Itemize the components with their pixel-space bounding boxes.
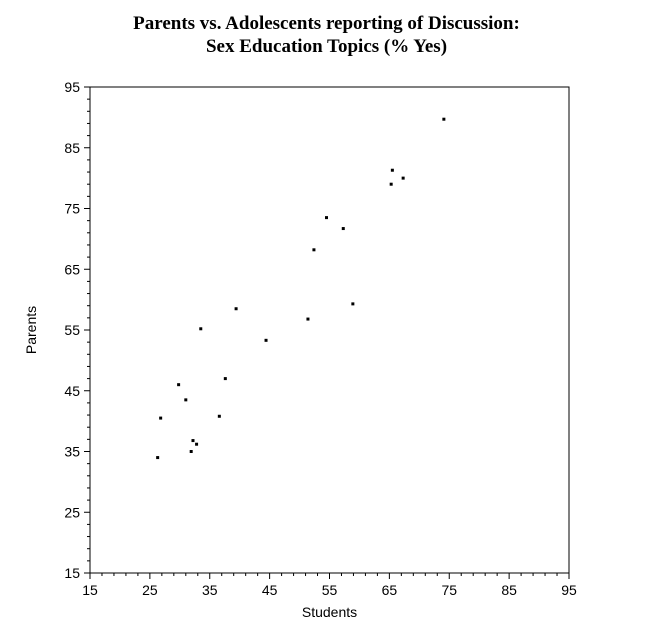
chart-title-line-2: Sex Education Topics (% Yes) [205,36,448,57]
data-point [199,327,203,331]
data-point [223,377,227,381]
data-point [156,456,160,460]
y-tick-label: 25 [64,504,80,520]
data-point [195,442,199,446]
data-point [177,383,181,387]
y-tick-label: 85 [64,140,80,156]
data-point [184,398,188,402]
data-point [159,416,163,420]
x-tick-label: 55 [322,582,338,598]
data-point [234,307,238,311]
y-tick-label: 15 [64,565,80,581]
x-tick-label: 65 [382,582,398,598]
x-tick-label: 45 [262,582,278,598]
y-tick-label: 75 [64,201,80,217]
points-layer [156,117,446,460]
x-axis-label: Students [302,604,357,620]
data-point [351,302,355,306]
chart-title: Parents vs. Adolescents reporting of Dis… [0,12,653,58]
data-point [325,216,329,220]
y-tick-label: 35 [64,444,80,460]
x-tick-label: 35 [202,582,218,598]
data-point [341,227,345,231]
data-point [191,439,195,443]
y-axis-label: Parents [23,306,39,354]
x-tick-label: 85 [501,582,517,598]
chart-title-line-1: Parents vs. Adolescents reporting of Dis… [133,13,520,34]
x-tick-label: 25 [142,582,158,598]
data-point [217,414,221,418]
data-point [189,450,193,453]
data-point [264,338,268,342]
data-point [401,176,405,180]
y-tick-label: 95 [64,79,80,95]
y-tick-label: 45 [64,383,80,399]
data-point [306,317,310,321]
x-tick-label: 95 [561,582,577,598]
y-tick-label: 55 [64,322,80,338]
plot-frame [89,86,570,574]
data-point [390,168,394,172]
ticks-layer: 15 25 35 45 55 65 75 85 95 15 25 35 45 55 65 75 85 95 [64,79,577,598]
x-tick-label: 75 [441,582,457,598]
y-tick-label: 65 [64,261,80,277]
data-point [442,117,446,121]
data-point [389,182,393,186]
data-point [312,248,316,252]
x-tick-label: 15 [82,582,98,598]
